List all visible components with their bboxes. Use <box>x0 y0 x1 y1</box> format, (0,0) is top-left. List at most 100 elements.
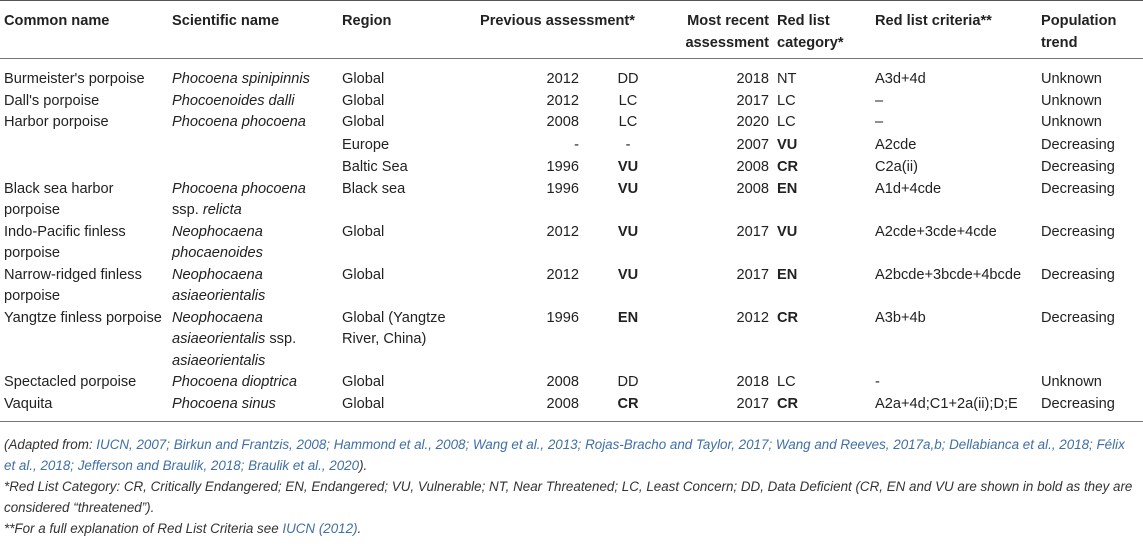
header-most-recent-assessment: Most recent assessment <box>673 0 774 59</box>
cell-category-text: NT <box>777 71 797 87</box>
cell-common-name-text: Black sea harbor porpoise <box>4 180 114 219</box>
cell-scientific-name-text: Neophocaena phocaenoides <box>172 223 263 262</box>
criteria-prefix: **For a full explanation of Red List Cri… <box>4 521 283 536</box>
cell-category-text: VU <box>777 223 798 240</box>
cell-previous-year: 1996 <box>476 179 583 222</box>
subspecies-name: relicta <box>202 202 242 218</box>
cell-region-text: Global <box>342 92 385 109</box>
cell-criteria: - <box>871 372 1037 394</box>
cell-category-text: VU <box>777 136 798 153</box>
header-previous-assessment: Previous assessment* <box>476 0 674 59</box>
cell-previous-category-text: VU <box>617 223 639 240</box>
red-list-table: Common name Scientific name Region Previ… <box>0 0 1143 422</box>
cell-category-text: CR <box>777 395 799 412</box>
cell-previous-category-text: CR <box>617 395 639 412</box>
cell-previous-category: VU <box>583 222 673 265</box>
cell-previous-category: CR <box>583 393 674 422</box>
cell-criteria-text: A1d+4cde <box>875 180 942 197</box>
cell-recent-year: 2020 <box>673 112 773 134</box>
cell-recent-year-text: 2017 <box>736 223 770 240</box>
cell-previous-year-text: 1996 <box>546 180 579 197</box>
cell-common-name: Yangtze finless porpoise <box>0 308 168 373</box>
cell-category: NT <box>773 59 871 91</box>
cell-trend: Unknown <box>1037 112 1143 134</box>
table-row: Indo-Pacific finless porpoise Neophocaena… <box>0 222 1143 265</box>
cell-recent-year: 2017 <box>673 91 773 113</box>
cell-common-name: Indo-Pacific finless porpoise <box>0 222 168 265</box>
cell-common-name-text: Dall's porpoise <box>4 92 100 109</box>
cell-recent-year: 2012 <box>673 308 773 373</box>
adapted-references-link[interactable]: IUCN, 2007; Birkun and Frantzis, 2008; H… <box>4 437 1125 473</box>
table-row: Baltic Sea 1996 VU 2008 CR C2a(ii) Decreasing <box>0 156 1143 179</box>
cell-category: EN <box>773 265 871 308</box>
cell-previous-year: 2012 <box>476 59 583 91</box>
cell-previous-year-text: 2012 <box>546 266 579 283</box>
iucn-2012-link[interactable]: IUCN (2012) <box>282 521 358 536</box>
cell-recent-year-text: 2018 <box>736 374 770 390</box>
subspecies-name: asiaeorientalis <box>172 352 266 369</box>
cell-trend-text: Decreasing <box>1041 180 1115 197</box>
cell-previous-category-text: DD <box>617 71 639 87</box>
cell-criteria: A2bcde+3bcde+4bcde <box>871 265 1037 308</box>
cell-recent-year: 2007 <box>673 134 773 157</box>
cell-region-text: Global <box>342 374 385 390</box>
cell-previous-category-text: LC <box>618 114 638 130</box>
cell-scientific-name: Phocoena dioptrica <box>168 372 338 394</box>
criteria-note: **For a full explanation of Red List Cri… <box>4 518 1139 539</box>
cell-previous-category: VU <box>583 179 673 222</box>
cell-region: Global (Yangtze River, China) <box>338 308 476 373</box>
cell-previous-year-text: 1996 <box>546 159 579 175</box>
cell-previous-category: VU <box>583 156 673 179</box>
cell-scientific-name: Phocoena phocoena <box>168 112 338 134</box>
cell-previous-category: EN <box>583 308 673 373</box>
cell-category: CR <box>773 393 872 422</box>
cell-criteria-text: A2a+4d;C1+2a(ii);D;E <box>875 395 1018 412</box>
cell-category-text: CR <box>777 159 799 175</box>
cell-criteria-text: A3d+4d <box>875 71 926 87</box>
table-notes: (Adapted from: IUCN, 2007; Birkun and Fr… <box>0 422 1143 539</box>
cell-scientific-name-text: Phocoena phocoena <box>172 180 306 197</box>
cell-previous-year: 2012 <box>476 91 583 113</box>
cell-category-text: EN <box>777 266 798 283</box>
cell-recent-year: 2008 <box>673 156 773 179</box>
cell-region: Baltic Sea <box>338 156 476 179</box>
cell-trend-text: Decreasing <box>1041 136 1115 153</box>
cell-region-text: Baltic Sea <box>342 159 408 175</box>
cell-subspecies: ssp. relicta <box>172 202 242 218</box>
cell-common-name: Dall's porpoise <box>0 91 168 113</box>
cell-previous-year: - <box>476 134 583 157</box>
cell-previous-category: DD <box>583 372 673 394</box>
header-population-trend: Population trend <box>1037 0 1143 59</box>
adapted-prefix: (Adapted from: <box>4 437 97 452</box>
cell-scientific-name: Neophocaena asiaeorientalis ssp. asiaeor… <box>168 308 338 373</box>
table-body: Burmeister's porpoise Phocoena spinipinni… <box>0 59 1143 422</box>
cell-previous-category: LC <box>583 91 673 113</box>
cell-category: LC <box>773 112 871 134</box>
cell-criteria-text: C2a(ii) <box>875 159 918 175</box>
cell-region: Global <box>338 222 476 265</box>
cell-criteria: – <box>871 112 1037 134</box>
cell-category: VU <box>773 134 871 157</box>
table-row: Black sea harbor porpoise Phocoena phocoe… <box>0 179 1143 222</box>
cell-criteria-text: – <box>875 114 884 130</box>
cell-previous-year: 2008 <box>476 393 583 422</box>
cell-previous-year-text: 2008 <box>546 374 579 390</box>
cell-recent-year-text: 2020 <box>736 114 770 130</box>
cell-recent-year-text: 2008 <box>736 180 770 197</box>
cell-trend-text: Decreasing <box>1041 266 1115 283</box>
cell-previous-year: 2012 <box>476 265 583 308</box>
cell-recent-year: 2008 <box>673 179 773 222</box>
cell-category-text: CR <box>777 309 799 326</box>
cell-criteria-text: A2cde <box>875 136 917 153</box>
table-row: Burmeister's porpoise Phocoena spinipinni… <box>0 59 1143 91</box>
cell-recent-year-text: 2008 <box>736 159 770 175</box>
category-note: *Red List Category: CR, Critically Endan… <box>4 479 1133 515</box>
cell-trend-text: Unknown <box>1041 374 1102 390</box>
cell-recent-year-text: 2018 <box>736 71 770 87</box>
cell-region-text: Black sea <box>342 180 406 197</box>
cell-trend: Decreasing <box>1037 308 1143 373</box>
cell-trend-text: Unknown <box>1041 71 1102 87</box>
cell-previous-year-text: 2012 <box>546 92 579 109</box>
cell-region-text: Global <box>342 223 385 240</box>
